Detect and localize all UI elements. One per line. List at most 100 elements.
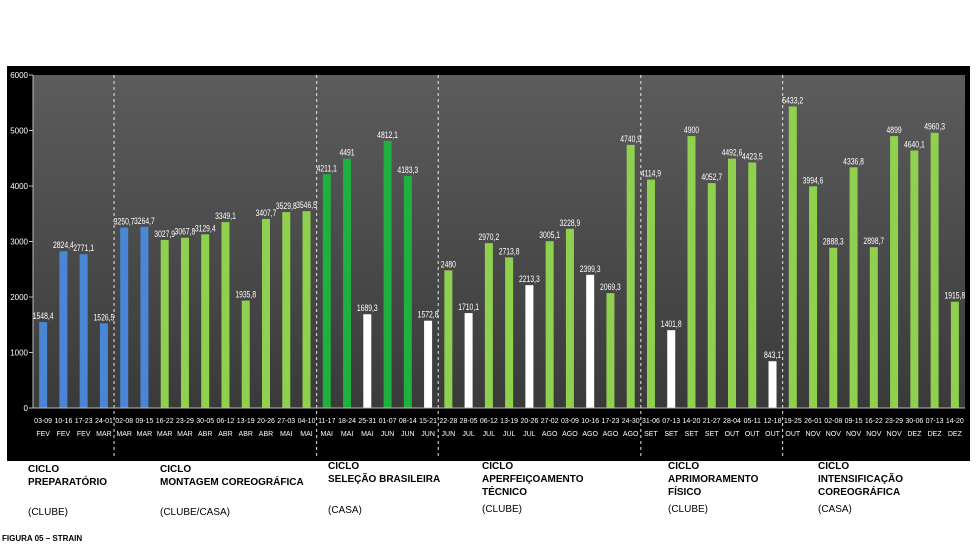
x-tick-label-month: JUL bbox=[523, 431, 536, 438]
bar-value-label: 1710,1 bbox=[458, 302, 479, 312]
x-tick-label-month: NOV bbox=[805, 431, 821, 438]
bar bbox=[180, 237, 189, 408]
bar bbox=[99, 323, 108, 408]
x-tick-label-days: 02-08 bbox=[115, 418, 133, 425]
bar-value-label: 4812,1 bbox=[377, 130, 398, 140]
x-tick-label-days: 31-06 bbox=[642, 418, 660, 425]
x-tick-label-month: JUN bbox=[401, 431, 415, 438]
chart-panel: 0 1000 2000 3000 4000 5000 6000 1548,4 03-09 FEV 2… bbox=[7, 66, 970, 461]
bar bbox=[79, 254, 88, 408]
x-tick-label-days: 04-10 bbox=[298, 418, 316, 425]
cycle-venue-montagem: (CLUBE/CASA) bbox=[160, 507, 231, 518]
x-tick-label-days: 22-28 bbox=[439, 418, 457, 425]
x-tick-label-month: AGO bbox=[542, 431, 558, 438]
x-tick-label-days: 11-17 bbox=[318, 418, 335, 425]
y-tick-label: 4000 bbox=[10, 182, 28, 191]
x-tick-label-month: ABR bbox=[239, 431, 253, 438]
x-tick-label-days: 01-07 bbox=[379, 418, 397, 425]
bar bbox=[505, 257, 514, 408]
bar-value-label: 4899 bbox=[887, 125, 902, 135]
bar bbox=[120, 227, 129, 408]
x-tick-label-month: ABR bbox=[259, 431, 273, 438]
bar-value-label: 4640,1 bbox=[904, 140, 925, 150]
bar-value-label: 4183,3 bbox=[397, 165, 418, 175]
x-tick-label-days: 19-25 bbox=[784, 418, 802, 425]
x-tick-label-month: JUL bbox=[462, 431, 475, 438]
x-tick-label-days: 18-24 bbox=[338, 418, 356, 425]
bar-value-label: 1572,8 bbox=[418, 310, 439, 320]
bar-value-label: 1935,8 bbox=[235, 290, 256, 300]
strain-bar-chart: 0 1000 2000 3000 4000 5000 6000 1548,4 03-09 FEV 2… bbox=[10, 71, 966, 458]
bar bbox=[748, 162, 757, 408]
x-tick-label-month: SET bbox=[644, 431, 658, 438]
bar bbox=[849, 167, 858, 408]
bar-value-label: 2888,3 bbox=[823, 237, 844, 247]
bar-value-label: 3407,7 bbox=[256, 208, 277, 218]
bar bbox=[809, 186, 818, 408]
x-tick-label-month: AGO bbox=[562, 431, 578, 438]
x-tick-label-days: 20-26 bbox=[257, 418, 275, 425]
x-tick-label-days: 09-15 bbox=[135, 418, 153, 425]
bar bbox=[282, 212, 291, 408]
x-tick-label-month: AGO bbox=[582, 431, 598, 438]
x-tick-label-month: MAR bbox=[116, 431, 132, 438]
bar-value-label: 4114,9 bbox=[641, 169, 661, 179]
bar-value-label: 1689,3 bbox=[357, 303, 378, 313]
x-tick-label-month: AGO bbox=[623, 431, 639, 438]
bar bbox=[444, 270, 453, 408]
bar-value-label: 1548,4 bbox=[33, 311, 54, 321]
x-tick-label-days: 27-02 bbox=[541, 418, 559, 425]
bar bbox=[950, 301, 959, 408]
bar-value-label: 3067,8 bbox=[175, 227, 196, 237]
x-tick-label-month: FEV bbox=[36, 431, 50, 438]
bar bbox=[140, 226, 149, 408]
x-tick-label-month: OUT bbox=[785, 431, 801, 438]
x-tick-label-month: ABR bbox=[218, 431, 232, 438]
x-tick-label-days: 13-19 bbox=[500, 418, 518, 425]
x-tick-label-month: MAI bbox=[341, 431, 354, 438]
x-tick-label-month: FEV bbox=[57, 431, 71, 438]
x-tick-label-month: DEZ bbox=[928, 431, 943, 438]
bar-value-label: 3250,7 bbox=[114, 217, 135, 227]
x-tick-label-days: 14-20 bbox=[946, 418, 964, 425]
bar bbox=[687, 136, 696, 409]
bar-value-label: 3027,9 bbox=[154, 229, 175, 239]
x-tick-label-days: 17-23 bbox=[601, 418, 619, 425]
x-tick-label-days: 08-14 bbox=[399, 418, 417, 425]
bar-value-label: 3129,4 bbox=[195, 223, 216, 233]
x-tick-label-month: DEZ bbox=[948, 431, 963, 438]
x-tick-label-month: JUN bbox=[421, 431, 435, 438]
bar-value-label: 4491 bbox=[339, 148, 354, 158]
x-tick-label-days: 20-26 bbox=[520, 418, 538, 425]
x-tick-label-days: 06-12 bbox=[480, 418, 498, 425]
bar bbox=[343, 158, 352, 408]
y-tick-label: 1000 bbox=[10, 349, 28, 358]
bar-value-label: 1401,8 bbox=[661, 319, 682, 329]
x-tick-label-days: 28-04 bbox=[723, 418, 741, 425]
bar bbox=[484, 243, 493, 408]
x-tick-label-days: 30-05 bbox=[196, 418, 214, 425]
cycle-venue-aprimoramento: (CLUBE) bbox=[668, 504, 709, 515]
x-tick-label-days: 03-09 bbox=[561, 418, 579, 425]
bar bbox=[160, 239, 169, 408]
bar bbox=[646, 179, 655, 408]
bar bbox=[221, 222, 230, 408]
x-tick-label-days: 14-20 bbox=[683, 418, 701, 425]
bar bbox=[201, 234, 210, 408]
bar bbox=[322, 174, 331, 408]
bar bbox=[302, 211, 311, 408]
bar bbox=[910, 150, 919, 408]
bar-value-label: 2713,8 bbox=[499, 247, 520, 257]
cycle-title-intensificacao: CICLO INTENSIFICAÇÃO COREOGRÁFICA bbox=[818, 461, 903, 498]
bar bbox=[39, 322, 48, 408]
y-tick-label: 0 bbox=[24, 404, 29, 413]
bar bbox=[626, 144, 635, 408]
x-tick-label-days: 23-29 bbox=[885, 418, 903, 425]
bar-value-label: 2480 bbox=[441, 260, 457, 270]
x-tick-label-days: 27-03 bbox=[277, 418, 295, 425]
x-tick-label-days: 03-09 bbox=[34, 418, 52, 425]
bar-value-label: 2771,1 bbox=[73, 243, 94, 253]
bar bbox=[262, 218, 270, 408]
x-tick-label-month: MAI bbox=[300, 431, 313, 438]
cycle-venue-selecao: (CASA) bbox=[328, 505, 362, 516]
